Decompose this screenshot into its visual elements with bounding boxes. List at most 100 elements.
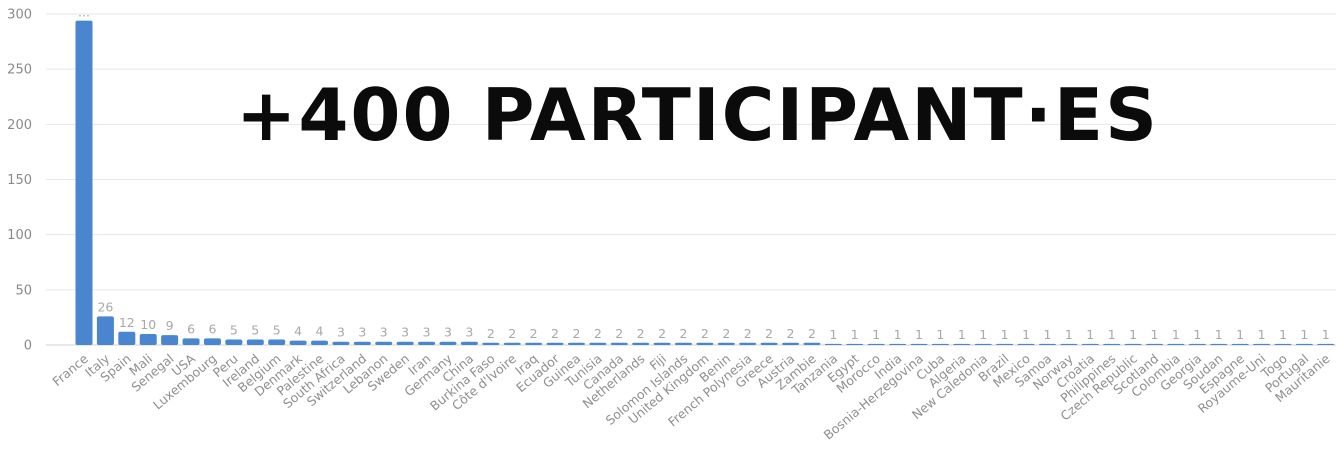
data-label: 1 (1279, 327, 1287, 342)
data-label: 4 (316, 324, 324, 339)
data-label: 10 (140, 317, 156, 332)
bar (225, 339, 243, 345)
bar (1274, 343, 1292, 345)
bar (1231, 343, 1249, 345)
bar (953, 343, 971, 345)
data-label: 1 (936, 327, 944, 342)
data-label: 1 (1043, 327, 1051, 342)
data-label: 1 (1193, 327, 1201, 342)
y-tick-label: 50 (15, 283, 32, 298)
data-label: 1 (894, 327, 902, 342)
bar (1188, 343, 1206, 345)
bar (1295, 343, 1313, 345)
bar (717, 342, 735, 345)
data-label: 3 (444, 325, 452, 340)
bar (782, 342, 800, 345)
data-label: 3 (337, 325, 345, 340)
bar (846, 343, 864, 345)
bar (824, 343, 842, 345)
data-label: 1 (915, 327, 923, 342)
data-label: 2 (658, 326, 666, 341)
data-label: 1 (829, 327, 837, 342)
bar (182, 338, 200, 345)
bar (674, 342, 692, 345)
bar (311, 340, 329, 345)
bar (696, 342, 714, 345)
data-label: 1 (979, 327, 987, 342)
data-label: 1 (1172, 327, 1180, 342)
bar (525, 342, 543, 345)
bars (75, 20, 1335, 346)
data-label: 1 (872, 327, 880, 342)
bar (1017, 343, 1035, 345)
data-label: 1 (1236, 327, 1244, 342)
bar (889, 343, 907, 345)
y-tick-label: 150 (7, 173, 32, 188)
bar (353, 341, 371, 345)
data-label: 1 (851, 327, 859, 342)
y-tick-label: 250 (7, 63, 32, 78)
data-label: 2 (680, 326, 688, 341)
data-label: ... (78, 5, 90, 20)
bar (567, 342, 585, 345)
data-label: 5 (251, 322, 259, 337)
bar (75, 20, 93, 346)
data-label: 2 (615, 326, 623, 341)
bar (546, 342, 564, 345)
data-label: 2 (551, 326, 559, 341)
data-label: 3 (465, 325, 473, 340)
bar (1038, 343, 1056, 345)
data-label: 1 (1129, 327, 1137, 342)
y-axis-ticks: 0 50 100 150 200 250 300 (7, 8, 32, 354)
data-label: 2 (637, 326, 645, 341)
data-label: 4 (294, 324, 302, 339)
data-label: 1 (1022, 327, 1030, 342)
data-label: 3 (401, 325, 409, 340)
bar (439, 341, 457, 345)
data-label: 3 (423, 325, 431, 340)
bar (1060, 343, 1078, 345)
bar (268, 339, 286, 345)
bar (739, 342, 757, 345)
data-label: 2 (787, 326, 795, 341)
data-label: 2 (744, 326, 752, 341)
bar (760, 342, 778, 345)
bar (118, 331, 136, 345)
bar (375, 341, 393, 345)
data-label: 6 (187, 321, 195, 336)
bar (1253, 343, 1271, 345)
bar (246, 339, 264, 345)
data-label: 2 (594, 326, 602, 341)
data-label: 1 (1065, 327, 1073, 342)
data-label: 3 (380, 325, 388, 340)
y-tick-label: 0 (24, 339, 32, 354)
bar (1146, 343, 1163, 345)
data-label: 1 (1108, 327, 1116, 342)
data-label: 1 (1300, 327, 1308, 342)
data-label: 12 (119, 315, 135, 330)
y-tick-label: 200 (7, 118, 32, 133)
bar (653, 342, 671, 345)
gridlines (46, 13, 1336, 346)
bar (610, 342, 628, 345)
bar (1210, 343, 1228, 345)
data-label: 1 (1086, 327, 1094, 342)
bar (1103, 343, 1121, 345)
bar (974, 343, 992, 345)
bar (396, 341, 414, 345)
data-label: 1 (1151, 327, 1159, 342)
x-axis-ticks: FranceItalySpainMaliSenegalUSALuxembourg… (49, 350, 1332, 442)
bar (332, 341, 350, 345)
headline-overlay: +400 PARTICIPANT·ES (236, 73, 1159, 157)
data-label: 1 (1322, 327, 1330, 342)
data-label: 1 (958, 327, 966, 342)
data-label: 5 (230, 322, 238, 337)
bar (460, 341, 478, 345)
data-label: 2 (508, 326, 516, 341)
data-label: 5 (273, 322, 281, 337)
data-label: 9 (166, 318, 174, 333)
data-label: 3 (358, 325, 366, 340)
y-tick-label: 100 (7, 228, 32, 243)
bar (503, 342, 521, 345)
